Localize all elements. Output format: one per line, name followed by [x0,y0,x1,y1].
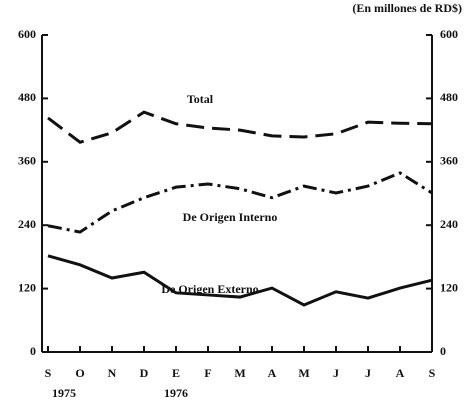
series-line [47,110,433,144]
y2-tick-label: 360 [440,154,458,168]
y2-tick-label: 480 [440,90,458,104]
x-tick-label: S [45,366,52,380]
x-tick-label: M [298,366,309,380]
series-line [47,254,433,307]
x-tick-label: J [365,366,371,380]
unit-label: (En millones de RD$) [352,1,462,15]
y-tick-label: 120 [18,280,36,294]
x-tick-label: M [234,366,245,380]
y2-tick-label: 0 [440,344,446,358]
x-group-label: 1975 [52,386,76,400]
y-tick-label: 600 [18,27,36,41]
x-tick-label: O [75,366,84,380]
x-tick-label: N [108,366,117,380]
x-tick-label: S [429,366,436,380]
x-tick-label: A [396,366,405,380]
y2-tick-label: 120 [440,280,458,294]
x-tick-label: F [204,366,211,380]
y-tick-label: 0 [30,344,36,358]
x-tick-label: J [333,366,339,380]
y-tick-label: 480 [18,90,36,104]
x-tick-label: A [268,366,277,380]
y-tick-label: 240 [18,217,36,231]
series-line [47,171,433,234]
series-label: De Origen Externo [161,282,258,296]
x-tick-label: D [140,366,149,380]
y2-tick-label: 240 [440,217,458,231]
series-label: Total [187,92,214,106]
x-group-label: 1976 [164,386,188,400]
series-label: De Origen Interno [183,210,278,224]
y2-tick-label: 600 [440,27,458,41]
x-tick-label: E [172,366,180,380]
y-tick-label: 360 [18,154,36,168]
